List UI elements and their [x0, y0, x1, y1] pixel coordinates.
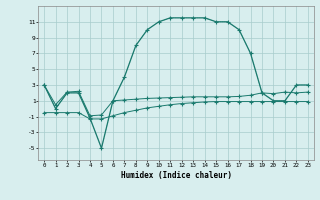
X-axis label: Humidex (Indice chaleur): Humidex (Indice chaleur) [121, 171, 231, 180]
